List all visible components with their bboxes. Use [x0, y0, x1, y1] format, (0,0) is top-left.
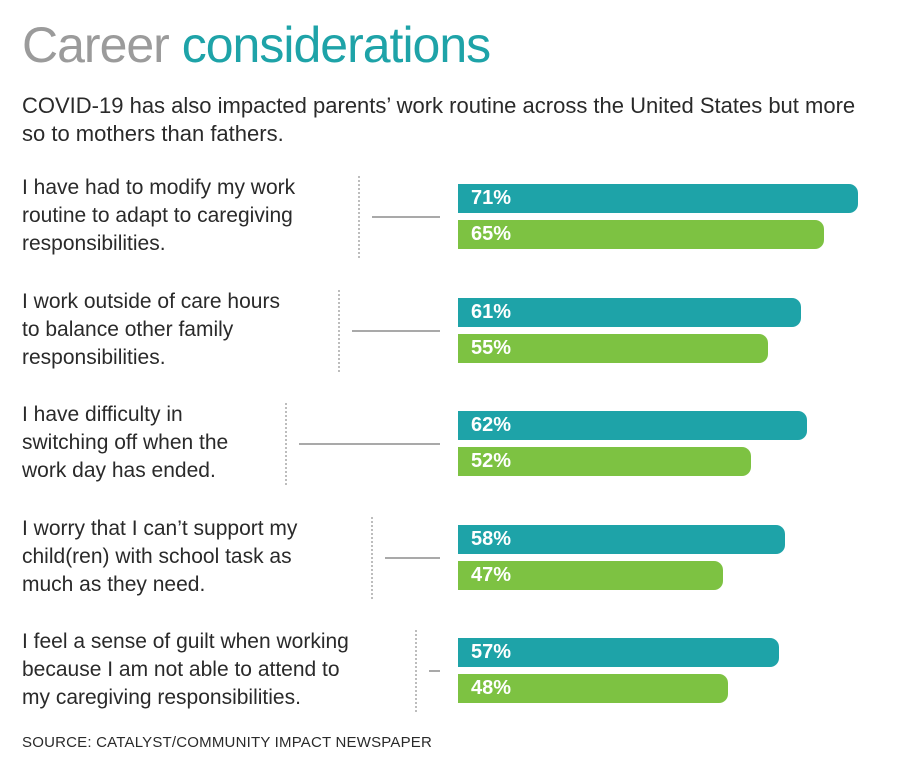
category-label-line: I have had to modify my work: [22, 176, 296, 199]
category-label-line: switching off when the: [22, 431, 229, 454]
bar-series-1: 61%: [458, 297, 801, 327]
category-label: I work outside of care hours to balance o…: [22, 288, 280, 372]
category-label-line: I feel a sense of guilt when working: [22, 630, 349, 653]
data-label: 55%: [471, 336, 512, 359]
bar-series-1: 71%: [458, 184, 858, 213]
category-label: I have difficulty in switching off when t…: [22, 401, 228, 485]
category-label: I worry that I can’t support my child(ren…: [22, 515, 297, 599]
data-label: 61%: [471, 300, 512, 323]
category-label-line: child(ren) with school task as: [22, 544, 292, 568]
category-label: I feel a sense of guilt when working beca…: [22, 628, 349, 712]
category-label-line: responsibilities.: [22, 232, 166, 255]
label-bracket: [358, 176, 360, 258]
bar-series-1: 57%: [458, 638, 779, 667]
bar-series-1: 58%: [458, 524, 785, 554]
title-part-1: Career: [22, 17, 170, 73]
title-part-2: considerations: [181, 17, 491, 73]
data-label: 58%: [471, 527, 512, 550]
connector-line: [429, 670, 440, 672]
chart-subtitle: COVID-19 has also impacted parents’ work…: [22, 93, 856, 146]
bar-series-2: 52%: [458, 447, 751, 476]
data-label: 48%: [471, 677, 512, 699]
category-label-line: responsibilities.: [22, 345, 166, 369]
label-bracket: [371, 516, 373, 599]
label-bracket: [338, 289, 340, 372]
category-label-line: because I am not able to attend to: [22, 658, 340, 681]
category-label-line: routine to adapt to caregiving: [22, 204, 293, 227]
source-note: SOURCE: CATALYST/COMMUNITY IMPACT NEWSPA…: [22, 734, 433, 751]
chart-title: Career considerations: [22, 14, 491, 76]
data-label: 47%: [471, 563, 512, 586]
category-label-line: I work outside of care hours: [22, 289, 280, 313]
data-label: 65%: [471, 223, 512, 245]
label-bracket: [415, 630, 417, 712]
category-label-line: to balance other family: [22, 317, 234, 341]
bar-series-2: 48%: [458, 674, 728, 703]
category-label-line: I worry that I can’t support my: [22, 516, 298, 540]
connector-line: [372, 216, 440, 218]
data-label: 71%: [471, 187, 512, 209]
connector-line: [352, 330, 440, 332]
bar-series-1: 62%: [458, 411, 807, 440]
data-label: 62%: [471, 414, 512, 436]
bar-series-2: 47%: [458, 560, 723, 590]
label-bracket: [285, 403, 287, 485]
connector-line: [299, 443, 440, 445]
category-label-line: work day has ended.: [22, 459, 216, 482]
connector-line: [385, 557, 440, 559]
data-label: 57%: [471, 641, 512, 663]
category-label-line: my caregiving responsibilities.: [22, 686, 301, 709]
category-label-line: much as they need.: [22, 572, 206, 596]
bar-series-2: 55%: [458, 333, 768, 363]
bar-series-2: 65%: [458, 220, 824, 249]
category-label: I have had to modify my work routine to a…: [22, 174, 295, 258]
data-label: 52%: [471, 450, 512, 472]
category-label-line: I have difficulty in: [22, 403, 183, 426]
